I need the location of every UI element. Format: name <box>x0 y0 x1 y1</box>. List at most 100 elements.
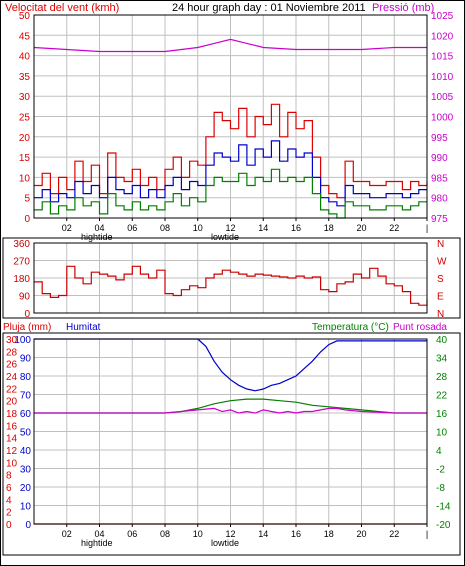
compass-label: N <box>437 309 444 320</box>
temperature-tick-label: 34 <box>436 354 448 365</box>
compass-label: N <box>437 239 444 250</box>
pressure-tick-label: 985 <box>431 173 448 184</box>
x-tick-label: 18 <box>324 223 334 233</box>
x-tick-label: 22 <box>389 223 399 233</box>
wind-direction-plot-border <box>33 242 428 314</box>
rain-tick-label: 28 <box>6 347 18 358</box>
pressure-tick-label: 1025 <box>431 11 454 22</box>
wind-speed-tick-label: 30 <box>19 92 31 103</box>
rain-tick-label: 18 <box>6 409 18 420</box>
direction-tick-label: 270 <box>13 257 30 268</box>
rain-tick-label: 20 <box>6 397 18 408</box>
wind-speed-tick-label: 40 <box>19 52 31 63</box>
pressure-tick-label: 995 <box>431 133 448 144</box>
humidity-label: Humitat <box>66 322 101 333</box>
x-tick-label: 10 <box>193 529 203 539</box>
humidity-tick-label: 30 <box>20 465 32 476</box>
wind-speed-tick-label: 35 <box>19 72 31 83</box>
x-tick-label: 18 <box>324 529 334 539</box>
x-tick-label: | <box>426 529 428 539</box>
direction-tick-label: 180 <box>13 274 30 285</box>
wind-direction-axis: 0 90 180 270 360 <box>13 239 30 320</box>
x-tick-label: 14 <box>258 223 268 233</box>
x-tick-label: 02 <box>62 529 72 539</box>
wind-direction-series <box>34 265 428 306</box>
wind-speed-axis: 0 5 10 15 20 25 30 35 40 45 50 <box>19 11 31 225</box>
x-tick-label: 12 <box>225 529 235 539</box>
x-tick-label: 20 <box>356 223 366 233</box>
rain-tick-label: 2 <box>6 508 12 519</box>
temperature-label: Temperatura (°C) <box>312 322 389 333</box>
series-average <box>34 140 427 207</box>
wind-speed-label: Velocitat del vent (kmh) <box>5 2 119 14</box>
x-tick-label: 02 <box>62 223 72 233</box>
pressure-tick-label: 1020 <box>431 31 454 42</box>
rain-humidity-temperature-time-axis: 02 04 06 08 10 12 14 16 18 20 22 | <box>62 524 428 539</box>
wind-speed-tick-label: 5 <box>24 194 30 205</box>
humidity-tick-label: 0 <box>25 520 31 531</box>
lowtide-label: lowtide <box>211 232 239 242</box>
rain-tick-label: 24 <box>6 372 18 383</box>
rain-humidity-temperature-panel: Pluja (mm) Humitat Temperatura (°C) Punt… <box>2 322 461 556</box>
temperature-tick-label: 16 <box>436 409 448 420</box>
rain-tick-label: 16 <box>6 421 18 432</box>
humidity-tick-label: 10 <box>20 502 32 513</box>
rain-tick-label: 8 <box>6 471 12 482</box>
direction-tick-label: 0 <box>24 309 30 320</box>
wind-pressure-time-axis: 02 04 06 08 10 12 14 16 18 20 22 | <box>62 218 428 233</box>
rain-tick-label: 4 <box>6 495 12 506</box>
temperature-tick-label: -20 <box>436 520 451 531</box>
pressure-tick-label: 1010 <box>431 72 454 83</box>
series-minimum <box>34 168 427 219</box>
x-tick-label: 04 <box>94 223 104 233</box>
humidity-tick-label: 100 <box>14 335 31 346</box>
wind-speed-tick-label: 45 <box>19 31 31 42</box>
series-dewpoint <box>34 407 427 414</box>
pressure-axis: 975 980 985 990 995 1000 1005 1010 1015 1020 1025 <box>431 11 454 225</box>
temperature-axis: -20 -14 -8 -2 4 10 16 22 28 34 40 <box>436 335 451 531</box>
wind-speed-tick-label: 0 <box>24 214 30 225</box>
rain-tick-label: 26 <box>6 360 18 371</box>
compass-label: W <box>437 257 447 268</box>
x-tick-label: 04 <box>94 529 104 539</box>
humidity-axis: 0 10 20 30 40 50 60 70 80 90 100 <box>14 335 31 531</box>
hightide-label: hightide <box>81 538 113 548</box>
x-tick-label: 20 <box>356 529 366 539</box>
humidity-tick-label: 20 <box>20 483 32 494</box>
wind-speed-tick-label: 20 <box>19 133 31 144</box>
rain-tick-label: 10 <box>6 458 18 469</box>
temperature-tick-label: 28 <box>436 372 448 383</box>
series-pressure <box>33 38 427 53</box>
wind-speed-tick-label: 25 <box>19 113 31 124</box>
x-tick-label: 16 <box>291 529 301 539</box>
wind-pressure-series <box>33 38 428 219</box>
temperature-tick-label: -8 <box>436 483 445 494</box>
x-tick-label: 06 <box>127 529 137 539</box>
humidity-tick-label: 50 <box>20 428 32 439</box>
compass-label: E <box>437 292 444 303</box>
temperature-tick-label: 10 <box>436 428 448 439</box>
x-tick-label: 08 <box>160 529 170 539</box>
lowtide-label: lowtide <box>211 538 239 548</box>
rain-tick-label: 14 <box>6 434 18 445</box>
temperature-tick-label: -14 <box>436 502 451 513</box>
pressure-tick-label: 1000 <box>431 113 454 124</box>
temperature-tick-label: 22 <box>436 391 448 402</box>
wind-direction-panel-border <box>2 237 461 319</box>
rain-tick-label: 0 <box>6 520 12 531</box>
pressure-tick-label: 1015 <box>431 52 454 63</box>
humidity-tick-label: 60 <box>20 409 32 420</box>
rain-tick-label: 30 <box>6 335 18 346</box>
humidity-tick-label: 90 <box>20 354 32 365</box>
direction-tick-label: 90 <box>19 292 31 303</box>
rain-tick-label: 22 <box>6 384 18 395</box>
wind-speed-tick-label: 10 <box>19 173 31 184</box>
pressure-tick-label: 980 <box>431 194 448 205</box>
x-tick-label: 14 <box>258 529 268 539</box>
temperature-tick-label: 40 <box>436 335 448 346</box>
x-tick-label: 08 <box>160 223 170 233</box>
x-tick-label: | <box>426 223 428 233</box>
